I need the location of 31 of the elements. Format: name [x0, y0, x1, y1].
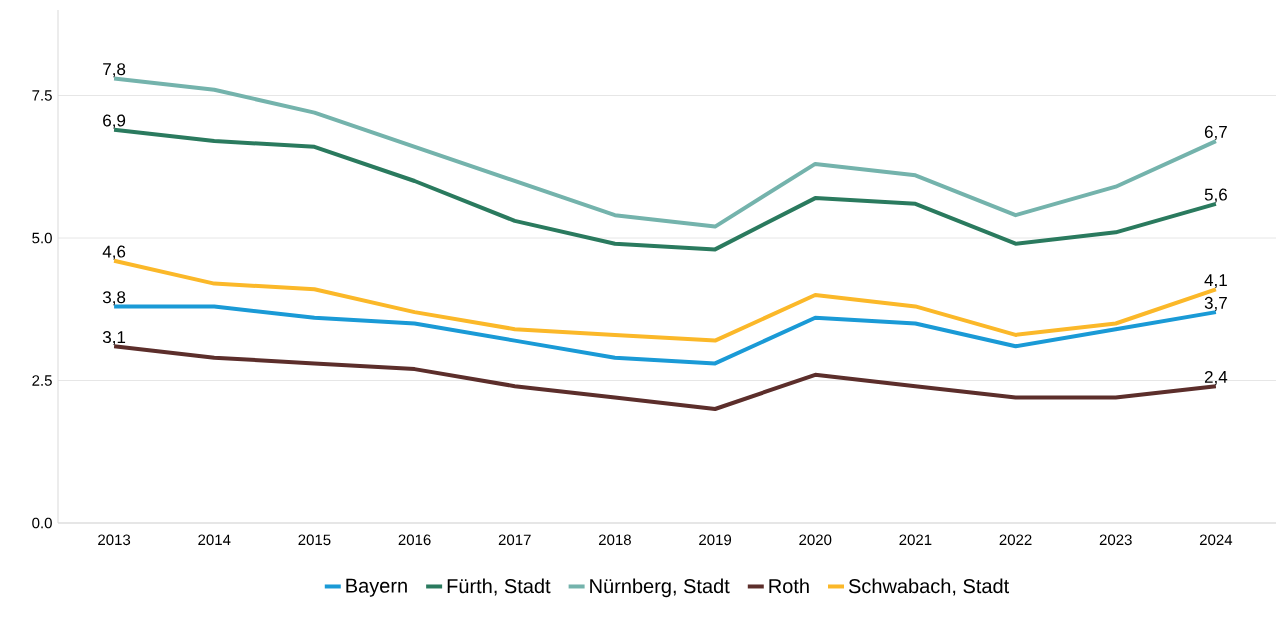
legend-label: Bayern: [346, 578, 407, 597]
y-tick-label: 0.0: [32, 517, 52, 529]
data-label: 2,4: [1204, 370, 1228, 385]
x-tick-label: 2022: [999, 534, 1032, 546]
x-tick-label: 2015: [298, 534, 331, 546]
y-tick-label: 7.5: [32, 90, 52, 101]
data-label: 4,1: [1204, 274, 1227, 289]
data-label: 6,7: [1204, 125, 1227, 140]
data-label: 5,6: [1204, 188, 1227, 203]
x-tick-label: 2019: [699, 534, 732, 546]
data-label: 3,7: [1204, 296, 1227, 311]
data-label: 4,6: [102, 245, 126, 260]
data-label: 7,8: [103, 63, 126, 78]
y-tick-label: 2.5: [32, 375, 52, 386]
legend-label: Nürnberg, Stadt: [590, 578, 730, 598]
legend-label: Schwabach, Stadt: [848, 578, 1010, 596]
x-tick-label: 2013: [98, 534, 131, 546]
y-tick-label: 5.0: [32, 232, 52, 244]
data-label: 3,1: [102, 331, 126, 346]
x-tick-label: 2018: [598, 534, 631, 546]
data-label: 6,9: [103, 114, 126, 129]
legend-label: Roth: [769, 578, 809, 594]
legend-label: Fürth, Stadt: [447, 578, 551, 596]
x-tick-label: 2024: [1199, 534, 1233, 546]
x-tick-label: 2021: [899, 534, 932, 546]
data-label: 3,8: [102, 291, 126, 306]
x-tick-label: 2017: [498, 534, 531, 546]
x-tick-label: 2016: [398, 534, 431, 546]
x-tick-label: 2023: [1099, 534, 1132, 546]
x-tick-label: 2020: [799, 534, 832, 546]
x-tick-label: 2014: [198, 534, 231, 546]
